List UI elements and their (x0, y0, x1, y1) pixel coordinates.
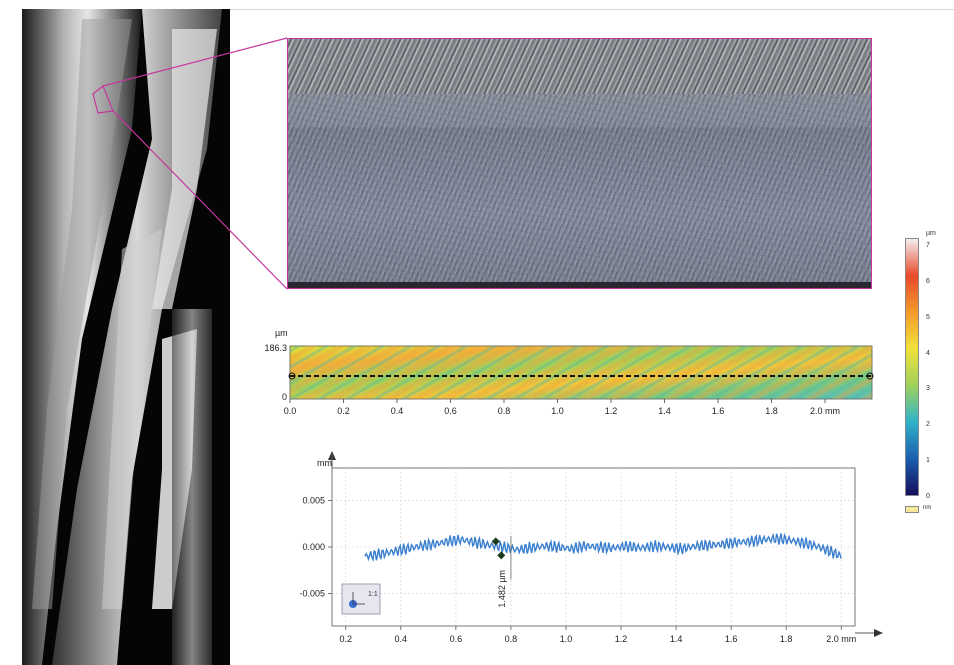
topo-ytick-min: 0 (282, 392, 287, 402)
legend-tick: 3 (926, 385, 930, 393)
profile-ytick: -0.005 (299, 588, 325, 598)
legend-unit: µm (926, 230, 936, 237)
legend-tick: 4 (926, 349, 930, 357)
measurement-label: 1.482 µm (497, 570, 507, 608)
profile-ytick: 0.005 (302, 496, 325, 506)
topo-xtick: 1.8 (765, 406, 778, 416)
topography-map: µm 186.3 0 0.0 0.2 0.4 0.6 0.8 1.0 1.2 1.4 1.6 1.… (264, 328, 874, 416)
legend-tick: 2 (926, 421, 930, 429)
profile-xtick: 2.0 mm (826, 634, 856, 644)
profile-xtick: 1.2 (615, 634, 628, 644)
topo-ytick-max: 186.3 (264, 343, 287, 353)
profile-xtick: 1.6 (725, 634, 738, 644)
topo-xtick: 0.8 (498, 406, 511, 416)
profile-xtick: 1.8 (780, 634, 793, 644)
end-mill-illustration (22, 9, 222, 665)
topo-xtick: 2.0 mm (810, 406, 840, 416)
height-color-legend (905, 238, 919, 496)
legend-tick: 5 (926, 313, 930, 321)
profile-xtick: 0.2 (340, 634, 353, 644)
profile-ytick: 0.000 (302, 542, 325, 552)
topo-xtick: 1.0 (551, 406, 564, 416)
cut-line-end-handle[interactable] (866, 372, 874, 380)
legend-tick: 1 (926, 457, 930, 465)
legend-tick: 6 (926, 277, 930, 285)
scale-badge[interactable]: 1:1 (341, 583, 381, 615)
profile-series-line (364, 532, 842, 562)
profile-xtick: 0.6 (450, 634, 463, 644)
profile-xtick: 1.0 (560, 634, 573, 644)
topo-xtick: 1.2 (605, 406, 618, 416)
legend-tick: 0 (926, 493, 930, 500)
top-divider (230, 9, 954, 10)
legend-tick: 7 (926, 242, 930, 249)
profile-y-unit: mm (317, 458, 332, 468)
surface-micrograph (287, 38, 872, 289)
profile-chart: mm 0.005 0.000 -0.005 0.2 0.4 0.6 0.8 1.0 1.2 1.… (299, 451, 883, 644)
x-axis-arrow (874, 629, 883, 637)
legend-no-data-swatch (905, 506, 919, 513)
legend-swatch-label: nm (923, 505, 932, 511)
profile-xtick: 0.4 (395, 634, 408, 644)
measurement-marker[interactable] (491, 537, 500, 546)
scale-badge-label: 1:1 (368, 591, 378, 598)
cut-line-start-handle[interactable] (288, 372, 296, 380)
topo-xtick: 0.6 (444, 406, 457, 416)
profile-xtick: 1.4 (670, 634, 683, 644)
topo-xtick: 0.2 (337, 406, 350, 416)
topo-xtick: 0.0 (284, 406, 297, 416)
topo-xtick: 1.6 (712, 406, 725, 416)
topo-unit-label: µm (275, 328, 288, 338)
topo-xtick: 0.4 (391, 406, 404, 416)
measurement-marker[interactable] (497, 551, 506, 560)
topo-xtick: 1.4 (658, 406, 671, 416)
end-mill-photo (22, 9, 230, 665)
profile-xtick: 0.8 (505, 634, 518, 644)
